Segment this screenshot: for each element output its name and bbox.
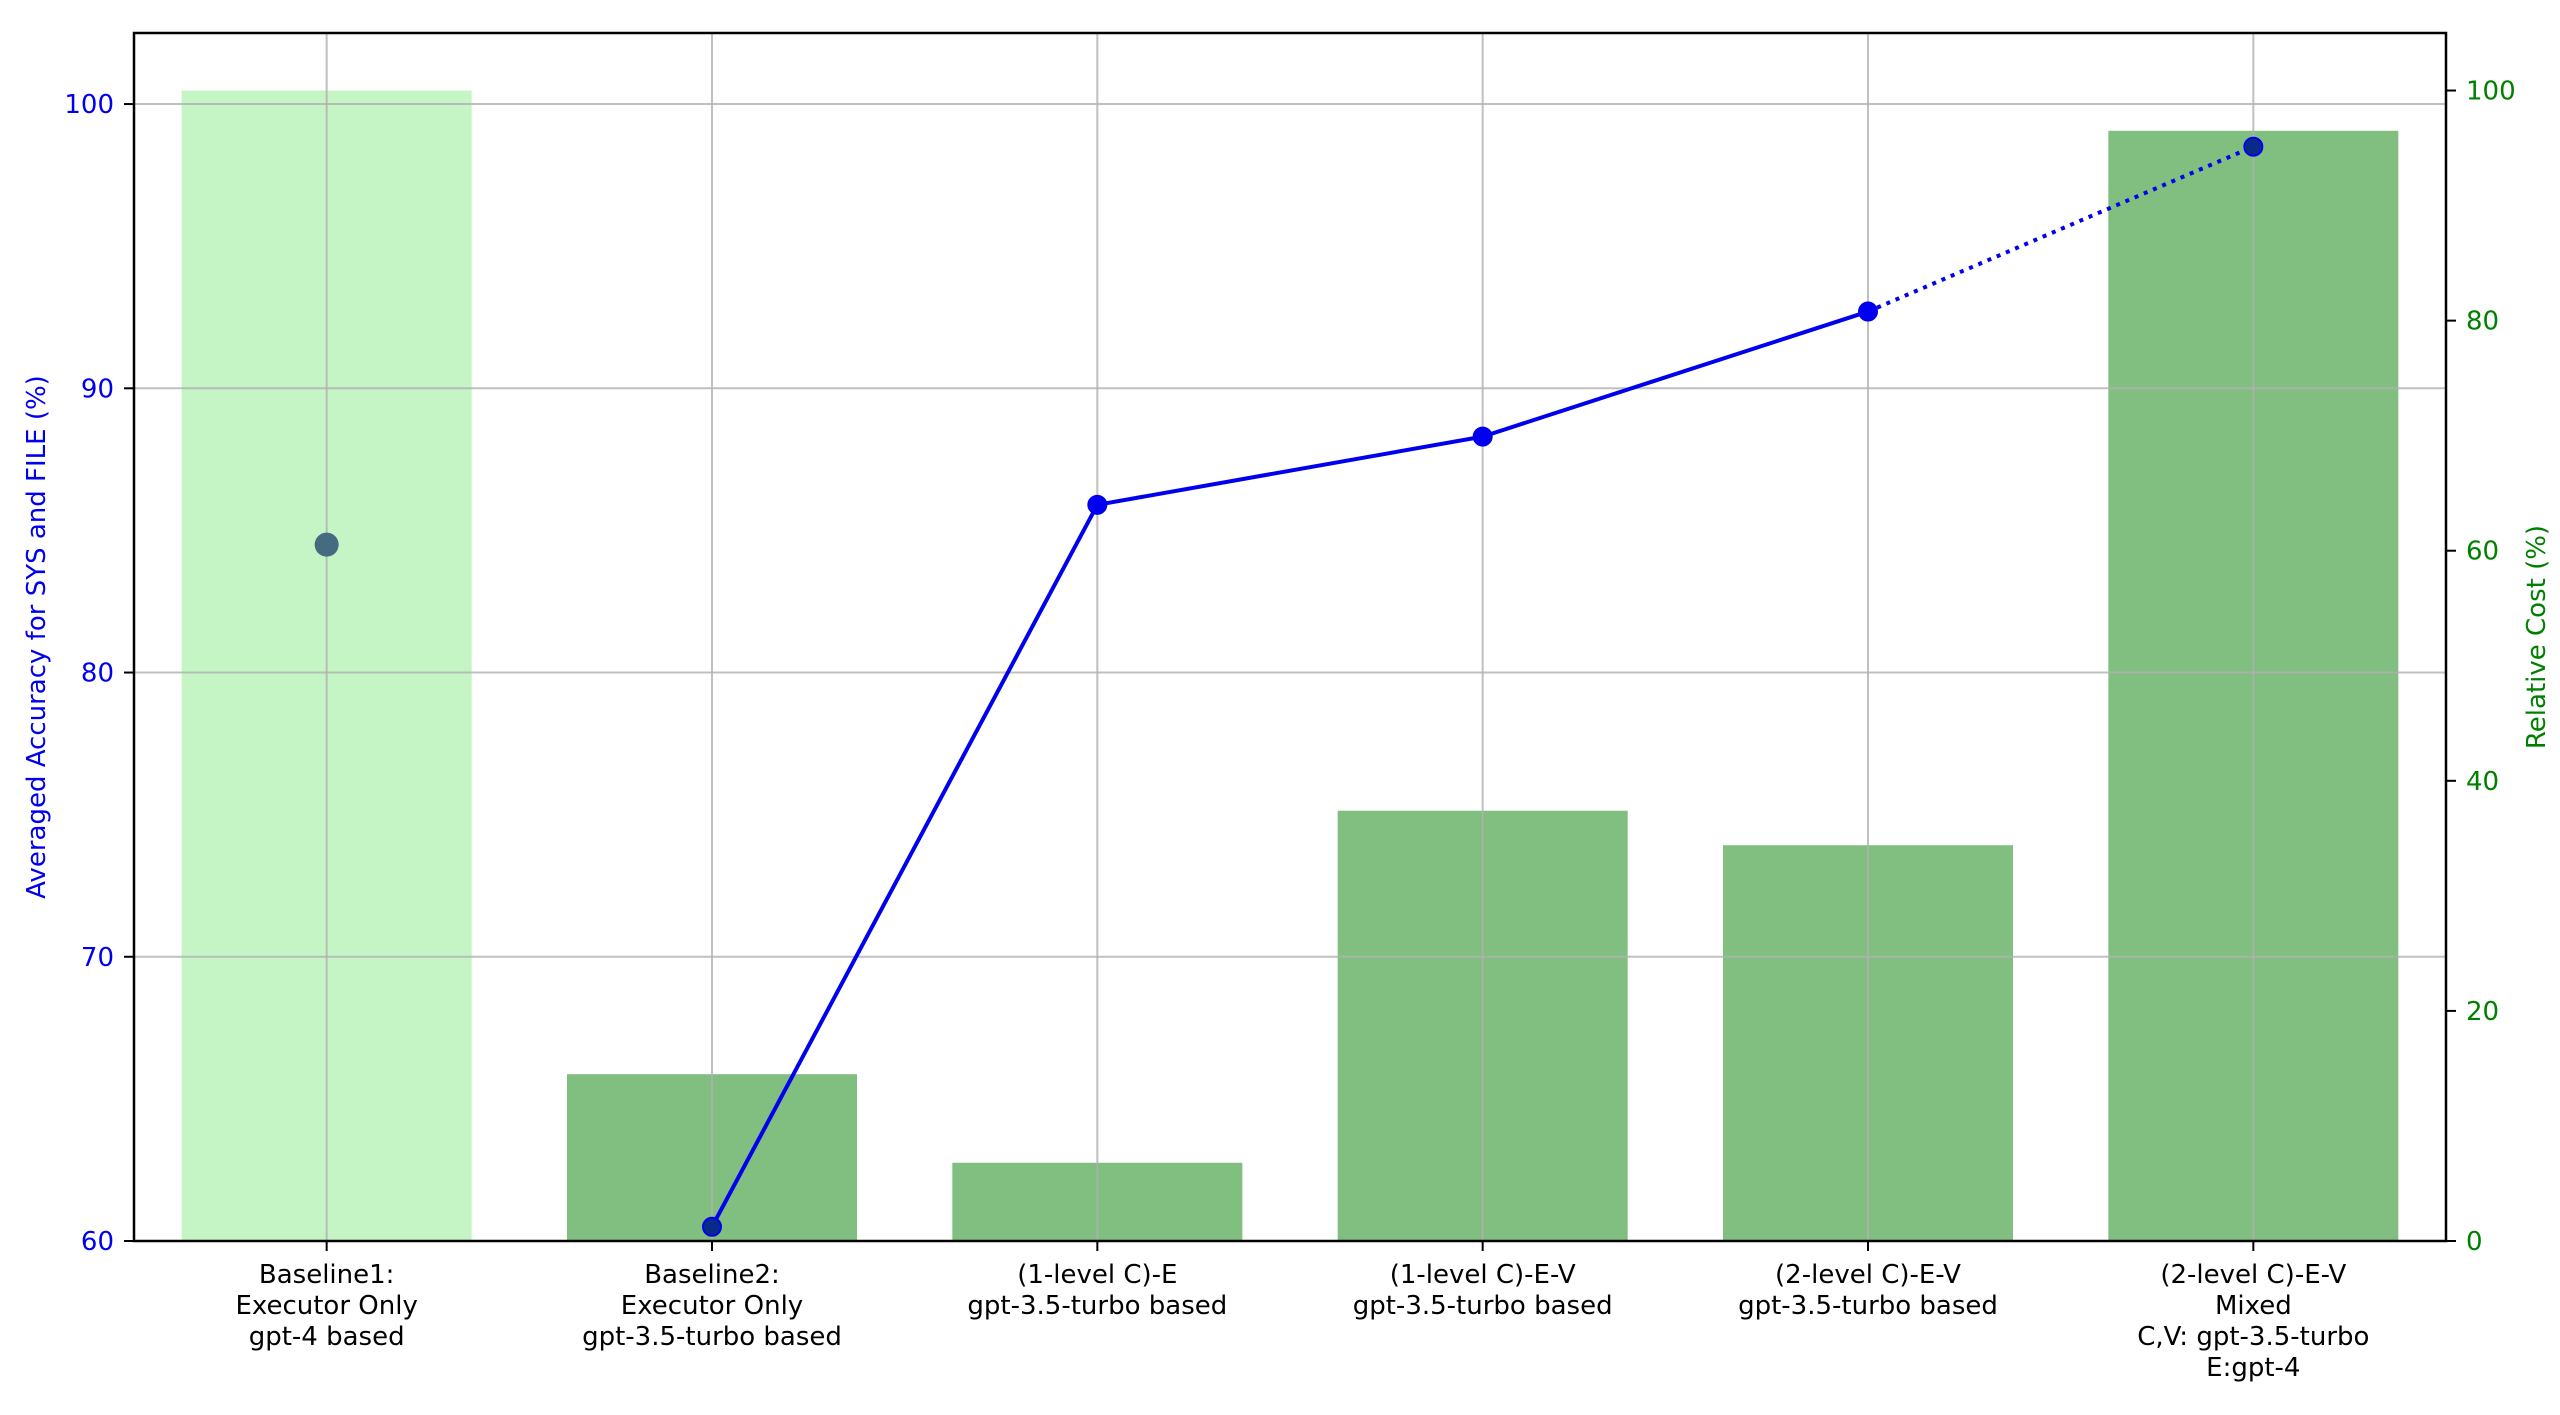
bar-layer [181, 90, 2399, 1242]
x-tick-label-1-line-2: Executor Only [235, 1291, 417, 1321]
plot-frame [132, 31, 2448, 1243]
line-segment-solid-1 [710, 503, 1100, 1228]
left-tick-label-5: 100 [64, 90, 114, 120]
x-tick-label-6-line-2: Mixed [2215, 1291, 2292, 1321]
left-tick-label-4: 90 [81, 374, 114, 404]
x-tick-label-4-line-1: (1-level C)-E-V [1390, 1260, 1576, 1290]
line-point-5 [1858, 301, 1878, 322]
x-tick-label-3-line-1: (1-level C)-E [1017, 1260, 1177, 1290]
right-tick-label-5: 80 [2466, 307, 2499, 337]
line-point-2 [702, 1216, 722, 1237]
left-tick-label-1: 60 [81, 1227, 114, 1257]
x-tick-label-6-line-1: (2-level C)-E-V [2160, 1260, 2346, 1290]
x-tick-label-1-line-3: gpt-4 based [249, 1322, 405, 1352]
x-tick-label-2-line-3: gpt-3.5-turbo based [582, 1322, 842, 1352]
line-segment-solid-2 [1096, 434, 1484, 507]
x-tick-label-2-line-1: Baseline2: [644, 1260, 780, 1290]
line-point-6 [2243, 136, 2264, 157]
x-tick-label-5-line-1: (2-level C)-E-V [1775, 1260, 1961, 1290]
line-point-1 [314, 532, 339, 557]
right-tick-label-3: 40 [2466, 767, 2499, 797]
x-tick-label-1-line-1: Baseline1: [259, 1260, 395, 1290]
line-segment-solid-3 [1482, 309, 1869, 439]
line-point-4 [1472, 426, 1493, 447]
x-tick-label-2-line-2: Executor Only [621, 1291, 803, 1321]
x-tick-label-5: (2-level C)-E-V gpt-3.5-turbo based [1738, 1260, 1998, 1321]
right-tick-label-2: 20 [2466, 997, 2499, 1027]
x-tick-label-4-line-2: gpt-3.5-turbo based [1353, 1291, 1613, 1321]
x-tick-label-1: Baseline1: Executor Only gpt-4 based [235, 1260, 417, 1352]
right-tick-label-4: 60 [2466, 537, 2499, 567]
y2-axis-title: Relative Cost (%) [2522, 525, 2552, 749]
x-tick-label-6-line-4: E:gpt-4 [2206, 1353, 2300, 1383]
line-layer [314, 136, 2264, 1237]
x-tick-label-2: Baseline2: Executor Only gpt-3.5-turbo bas… [582, 1260, 842, 1352]
right-tick-label-1: 0 [2466, 1227, 2483, 1257]
line-point-3 [1087, 494, 1108, 515]
x-tick-label-4: (1-level C)-E-V gpt-3.5-turbo based [1353, 1260, 1613, 1321]
x-tick-label-3-line-2: gpt-3.5-turbo based [967, 1291, 1227, 1321]
right-tick-label-6: 100 [2466, 77, 2516, 107]
frame-layer [124, 31, 2456, 1251]
x-tick-label-6: (2-level C)-E-V Mixed C,V: gpt-3.5-turbo E:… [2137, 1260, 2369, 1383]
left-tick-label-3: 80 [81, 659, 114, 689]
x-tick-label-5-line-2: gpt-3.5-turbo based [1738, 1291, 1998, 1321]
x-tick-label-6-line-3: C,V: gpt-3.5-turbo [2137, 1322, 2369, 1352]
x-tick-label-3: (1-level C)-E gpt-3.5-turbo based [967, 1260, 1227, 1321]
left-tick-label-2: 70 [81, 943, 114, 973]
y-axis-title: Averaged Accuracy for SYS and FILE (%) [22, 375, 52, 899]
